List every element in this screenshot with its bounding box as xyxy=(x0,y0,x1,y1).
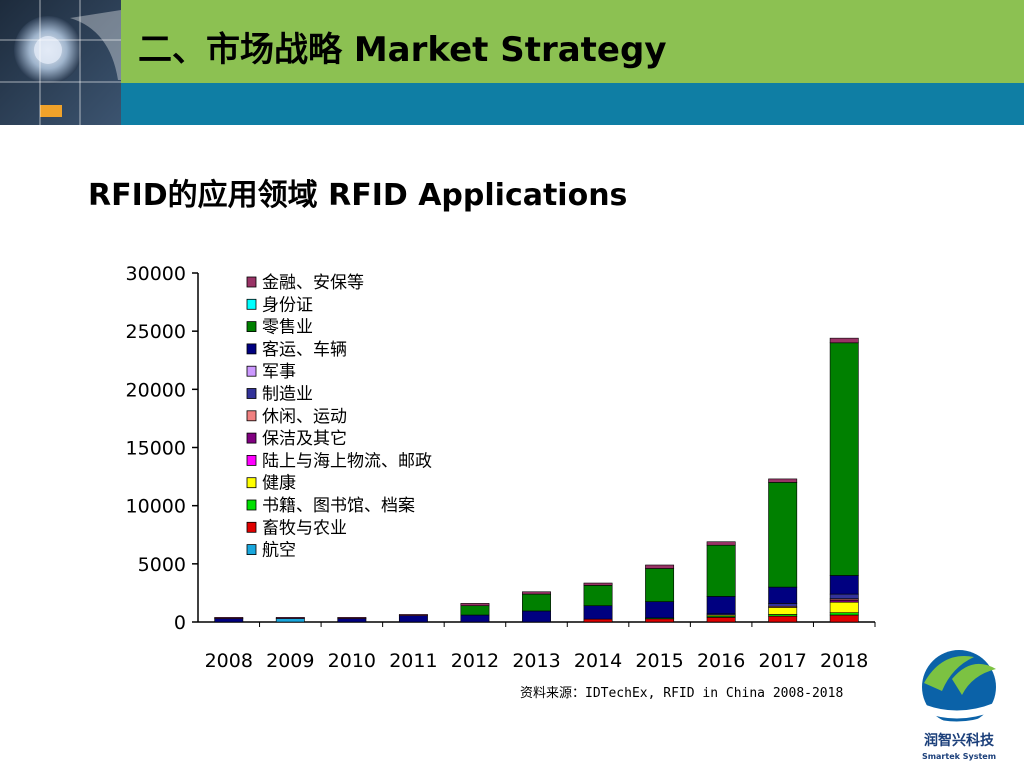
legend-swatch xyxy=(246,477,257,489)
bar-segment xyxy=(214,617,244,619)
legend-swatch xyxy=(246,454,257,466)
x-tick-label: 2011 xyxy=(389,650,437,672)
x-tick-label: 2018 xyxy=(820,650,868,672)
x-tick-label: 2012 xyxy=(451,650,499,672)
legend-label: 书籍、图书馆、档案 xyxy=(262,496,415,516)
legend-label: 客运、车辆 xyxy=(262,340,347,360)
legend-swatch xyxy=(246,432,257,444)
bar-segment xyxy=(275,617,305,619)
bar-segment xyxy=(706,617,736,623)
bar-segment xyxy=(768,603,798,607)
legend-label: 金融、安保等 xyxy=(262,273,364,293)
legend-label: 陆上与海上物流、邮政 xyxy=(262,451,432,471)
y-tick-label: 25000 xyxy=(126,321,186,343)
bar-segment xyxy=(706,541,736,546)
legend-label: 制造业 xyxy=(262,385,313,405)
x-tick-label: 2014 xyxy=(574,650,622,672)
legend-label: 军事 xyxy=(262,362,296,382)
legend-swatch xyxy=(246,544,257,556)
legend-swatch xyxy=(246,410,257,422)
y-tick-label: 20000 xyxy=(126,379,186,401)
logo-name-cn: 润智兴科技 xyxy=(924,732,995,749)
x-tick-label: 2015 xyxy=(635,650,683,672)
bar-segment xyxy=(398,614,428,616)
x-tick-label: 2010 xyxy=(328,650,376,672)
bar-segment xyxy=(706,544,736,597)
legend-swatch xyxy=(246,343,257,355)
legend-swatch xyxy=(246,365,257,377)
logo-name-en: Smartek System xyxy=(922,752,996,761)
logo-emblem: 润智兴科技 Smartek System xyxy=(922,650,996,761)
header-photo xyxy=(0,0,121,125)
headlight-image xyxy=(0,0,121,125)
bar-segment xyxy=(522,593,551,612)
bar-segment xyxy=(583,618,613,623)
chart: 0 5000 10000 15000 20000 25000 30000 2008 2009 20… xyxy=(110,255,890,685)
bar-segment xyxy=(829,575,859,595)
x-tick-label: 2016 xyxy=(697,650,745,672)
bar-segment xyxy=(829,601,859,613)
legend-label: 身份证 xyxy=(262,295,313,315)
bar-segment xyxy=(275,618,305,623)
bar-segment xyxy=(337,618,367,623)
bar-segment xyxy=(460,605,490,616)
x-tick-label: 2008 xyxy=(205,650,253,672)
stacked-bar-chart: 0 5000 10000 15000 20000 25000 30000 2008 2009 20… xyxy=(126,263,876,672)
legend-swatch xyxy=(246,521,257,533)
legend-swatch xyxy=(246,298,257,310)
bar-segment xyxy=(706,596,736,615)
page-title: 二、市场战略 Market Strategy xyxy=(138,30,667,70)
y-tick-label: 5000 xyxy=(138,554,186,576)
legend-label: 畜牧与农业 xyxy=(262,518,347,538)
x-tick-label: 2013 xyxy=(512,650,560,672)
y-tick-label: 30000 xyxy=(126,263,186,285)
bar-segment xyxy=(583,605,613,620)
bar-segment xyxy=(829,614,859,623)
legend-swatch xyxy=(246,276,257,288)
bar-segment xyxy=(645,568,675,602)
x-tick-label: 2009 xyxy=(266,650,314,672)
legend-label: 零售业 xyxy=(262,318,313,338)
bar-segment xyxy=(829,337,859,344)
legend-swatch xyxy=(246,321,257,332)
header-bar xyxy=(121,0,1024,83)
legend-label: 航空 xyxy=(262,541,296,561)
bar-segment xyxy=(645,564,675,569)
header-sub-bar xyxy=(121,83,1024,125)
bar-segment xyxy=(583,582,613,586)
legend-label: 保洁及其它 xyxy=(262,429,347,449)
bar-segment xyxy=(768,615,798,623)
bar-segment xyxy=(768,607,798,615)
bar-segment xyxy=(645,601,675,619)
bar-segment xyxy=(522,591,551,595)
y-tick-label: 10000 xyxy=(126,496,186,518)
company-logo: 润智兴科技 Smartek System xyxy=(912,647,1007,765)
bar-segment xyxy=(398,615,428,623)
y-tick-label: 0 xyxy=(174,612,186,634)
bar-segment xyxy=(583,585,613,607)
bar-segment xyxy=(337,617,367,619)
bar-segment xyxy=(522,610,551,623)
legend-label: 休闲、运动 xyxy=(262,407,347,427)
bar-segment xyxy=(768,586,798,604)
legend-swatch xyxy=(246,388,257,399)
bar-segment xyxy=(829,342,859,576)
source-note: 资料来源：IDTechEx, RFID in China 2008-2018 xyxy=(520,686,844,701)
bar-segment xyxy=(829,593,859,600)
bar-segment xyxy=(768,478,798,483)
section-title: RFID的应用领域 RFID Applications xyxy=(88,178,628,213)
legend-swatch xyxy=(246,499,257,511)
bar-segment xyxy=(829,612,859,616)
bar-segment xyxy=(214,618,244,623)
bar-segment xyxy=(460,614,490,623)
legend-label: 健康 xyxy=(262,474,296,494)
y-tick-label: 15000 xyxy=(126,438,186,460)
x-tick-label: 2017 xyxy=(759,650,807,672)
bar-segment xyxy=(768,482,798,588)
bar-segment xyxy=(460,603,490,607)
